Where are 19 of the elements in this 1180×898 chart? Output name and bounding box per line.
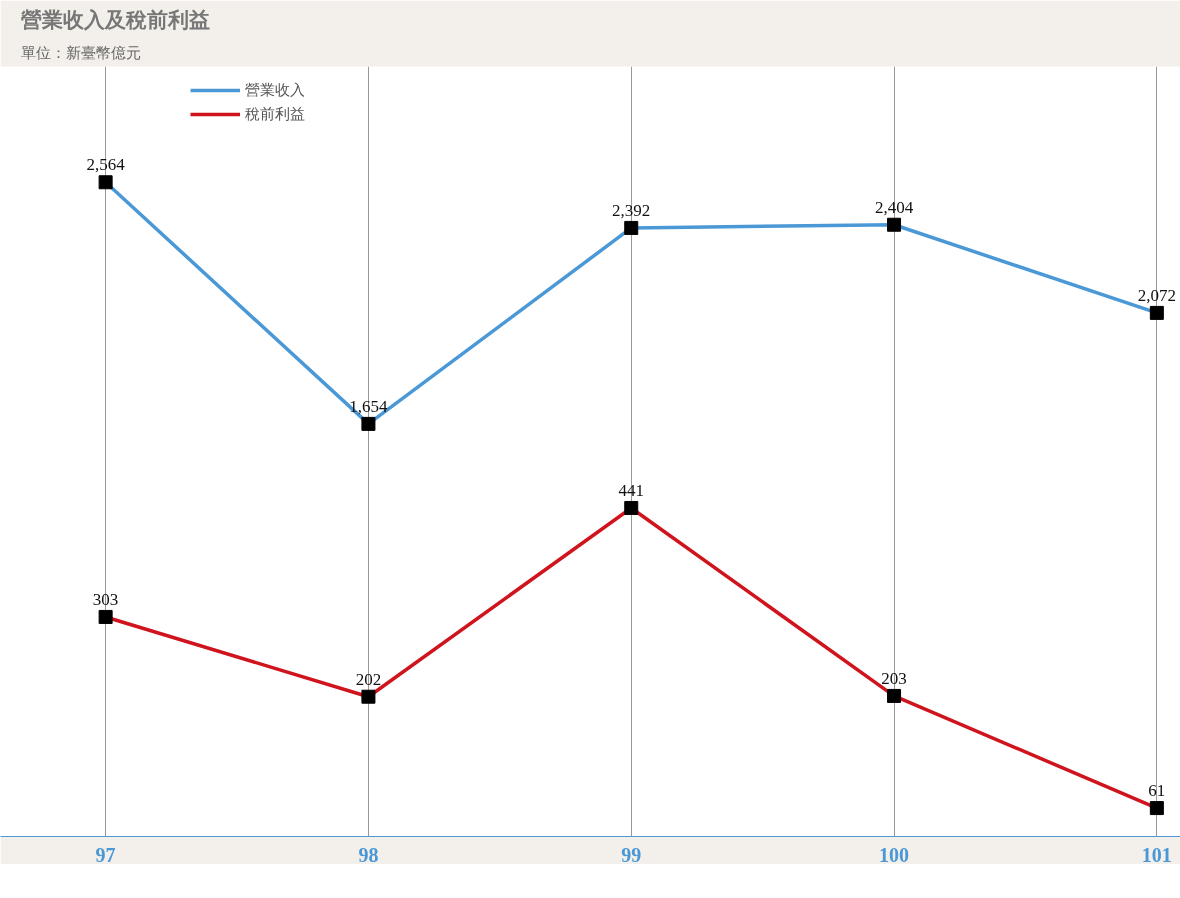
chart-title: 營業收入及稅前利益 <box>20 7 210 32</box>
data-label: 203 <box>881 668 907 688</box>
legend-label: 營業收入 <box>245 80 305 100</box>
chart-subtitle: 單位：新臺幣億元 <box>20 43 141 62</box>
x-tick-label: 100 <box>879 843 910 866</box>
data-label: 61 <box>1148 781 1166 801</box>
data-label: 202 <box>355 669 382 689</box>
data-label: 2,072 <box>1137 285 1176 305</box>
data-label: 441 <box>618 480 644 500</box>
data-label: 2,392 <box>612 200 651 220</box>
legend-label: 稅前利益 <box>245 104 305 124</box>
data-label: 303 <box>92 589 119 609</box>
data-label: 2,404 <box>874 197 914 217</box>
x-tick-label: 97 <box>95 843 116 866</box>
data-label: 2,564 <box>86 155 126 175</box>
data-label: 1,654 <box>349 396 389 416</box>
x-tick-label: 99 <box>621 843 642 866</box>
x-tick-label: 101 <box>1141 843 1172 866</box>
x-tick-label: 98 <box>358 843 379 866</box>
